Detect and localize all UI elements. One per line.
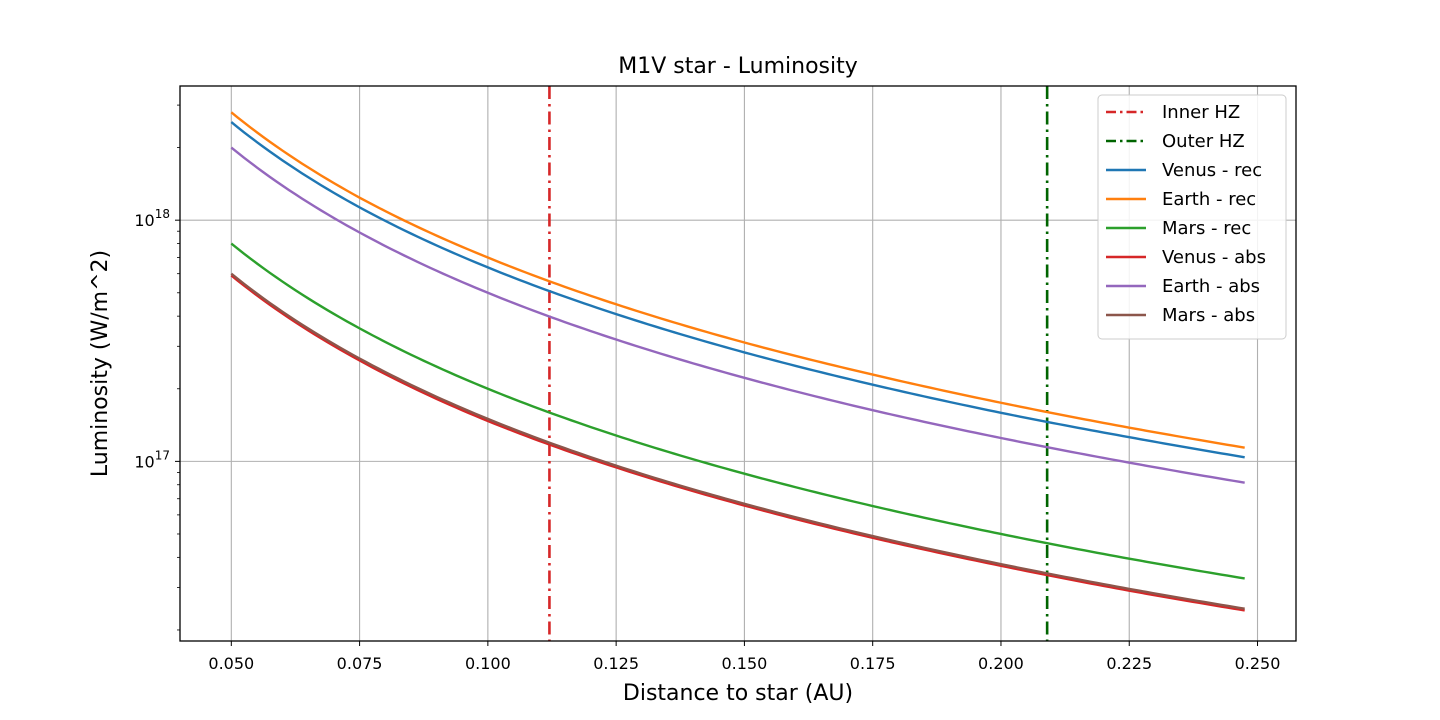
x-axis-label: Distance to star (AU) xyxy=(623,681,853,706)
x-tick-label: 0.225 xyxy=(1106,654,1152,673)
x-tick-label: 0.125 xyxy=(593,654,639,673)
grid-layer xyxy=(180,86,1296,641)
plot-frame xyxy=(179,85,1297,642)
y-tick-label: 1018 xyxy=(134,207,170,230)
series-line-mars-rec xyxy=(230,242,1245,580)
legend-label: Earth - abs xyxy=(1162,276,1260,297)
series-layer xyxy=(230,111,1245,612)
y-axis-label: Luminosity (W/m^2) xyxy=(88,250,113,477)
legend-label: Inner HZ xyxy=(1162,102,1240,123)
x-tick-label: 0.050 xyxy=(208,654,254,673)
x-axis-ticks: 0.050 0.075 0.100 0.125 0.150 0.175 0.200 0.225… xyxy=(208,641,1280,673)
x-tick-label: 0.250 xyxy=(1235,654,1281,673)
y-axis-ticks: 1017 1018 xyxy=(134,207,180,471)
legend-label: Mars - abs xyxy=(1162,305,1255,326)
series-line-earth-rec xyxy=(230,111,1245,449)
x-tick-label: 0.200 xyxy=(978,654,1024,673)
x-tick-label: 0.100 xyxy=(465,654,511,673)
series-line-venus-abs xyxy=(230,274,1245,612)
legend-label: Earth - rec xyxy=(1162,189,1256,210)
series-line-mars-abs xyxy=(230,272,1245,610)
hz-lines-layer xyxy=(548,86,1049,641)
legend-box xyxy=(1097,94,1287,340)
legend-label: Venus - rec xyxy=(1162,160,1262,181)
chart-title: M1V star - Luminosity xyxy=(618,54,858,79)
legend: Inner HZ Outer HZ Venus - rec Earth - rec Ma… xyxy=(1097,94,1287,340)
series-line-earth-abs xyxy=(230,146,1245,484)
y-tick-label: 1017 xyxy=(134,448,170,471)
x-tick-label: 0.150 xyxy=(722,654,768,673)
x-tick-label: 0.175 xyxy=(850,654,896,673)
series-line-venus-rec xyxy=(230,121,1245,459)
legend-label: Venus - abs xyxy=(1162,247,1266,268)
x-tick-label: 0.075 xyxy=(337,654,383,673)
legend-label: Outer HZ xyxy=(1162,131,1245,152)
legend-label: Mars - rec xyxy=(1162,218,1251,239)
